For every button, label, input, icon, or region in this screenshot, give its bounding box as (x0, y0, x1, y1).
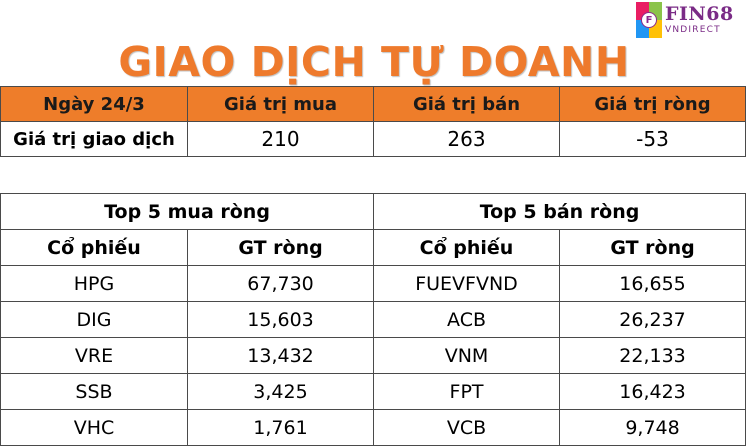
sell-value: 16,423 (559, 373, 747, 410)
summary-net-value: -53 (559, 121, 746, 157)
sell-stock: VNM (373, 337, 561, 374)
logo-name: FIN68 (665, 3, 734, 25)
buy-stock: VRE (0, 337, 188, 374)
buy-stock: DIG (0, 301, 188, 338)
summary-table: Ngày 24/3 Giá trị mua Giá trị bán Giá tr… (0, 86, 746, 157)
sell-col-value: GT ròng (559, 229, 747, 266)
table-row: SSB 3,425 FPT 16,423 (0, 373, 747, 410)
buy-stock: HPG (0, 265, 188, 302)
top5-buy-title: Top 5 mua ròng (0, 193, 375, 230)
buy-col-stock: Cổ phiếu (0, 229, 188, 266)
sell-value: 16,655 (559, 265, 747, 302)
summary-header-date: Ngày 24/3 (0, 86, 188, 122)
summary-header-sell: Giá trị bán (373, 86, 560, 122)
table-row: DIG 15,603 ACB 26,237 (0, 301, 747, 338)
buy-value: 15,603 (186, 301, 375, 338)
summary-header-buy: Giá trị mua (187, 86, 374, 122)
sell-col-stock: Cổ phiếu (373, 229, 561, 266)
sell-stock: FPT (373, 373, 561, 410)
buy-value: 3,425 (186, 373, 375, 410)
top5-sell-title: Top 5 bán ròng (373, 193, 747, 230)
summary-sell-value: 263 (373, 121, 560, 157)
fin68-logo: F FIN68 VNDIRECT (636, 2, 734, 38)
sell-stock: FUEVFVND (373, 265, 561, 302)
buy-value: 1,761 (186, 409, 375, 446)
table-row: VHC 1,761 VCB 9,748 (0, 409, 747, 446)
buy-value: 13,432 (186, 337, 375, 374)
top5-header-row: Cổ phiếu GT ròng Cổ phiếu GT ròng (0, 229, 747, 266)
fin68-logo-mark-icon: F (636, 2, 662, 38)
summary-header-row: Ngày 24/3 Giá trị mua Giá trị bán Giá tr… (0, 86, 746, 122)
sell-value: 26,237 (559, 301, 747, 338)
sell-value: 22,133 (559, 337, 747, 374)
sell-stock: ACB (373, 301, 561, 338)
buy-col-value: GT ròng (186, 229, 375, 266)
buy-stock: VHC (0, 409, 188, 446)
buy-stock: SSB (0, 373, 188, 410)
table-row: VRE 13,432 VNM 22,133 (0, 337, 747, 374)
buy-value: 67,730 (186, 265, 375, 302)
summary-buy-value: 210 (187, 121, 374, 157)
page-title: GIAO DỊCH TỰ DOANH (118, 38, 630, 86)
summary-row-label: Giá trị giao dịch (0, 121, 188, 157)
sell-stock: VCB (373, 409, 561, 446)
table-row: HPG 67,730 FUEVFVND 16,655 (0, 265, 747, 302)
sell-value: 9,748 (559, 409, 747, 446)
logo-subtitle: VNDIRECT (665, 25, 721, 35)
top5-table: Top 5 mua ròng Top 5 bán ròng Cổ phiếu G… (0, 193, 747, 446)
top5-title-row: Top 5 mua ròng Top 5 bán ròng (0, 193, 747, 230)
summary-row: Giá trị giao dịch 210 263 -53 (0, 121, 746, 157)
summary-header-net: Giá trị ròng (559, 86, 746, 122)
